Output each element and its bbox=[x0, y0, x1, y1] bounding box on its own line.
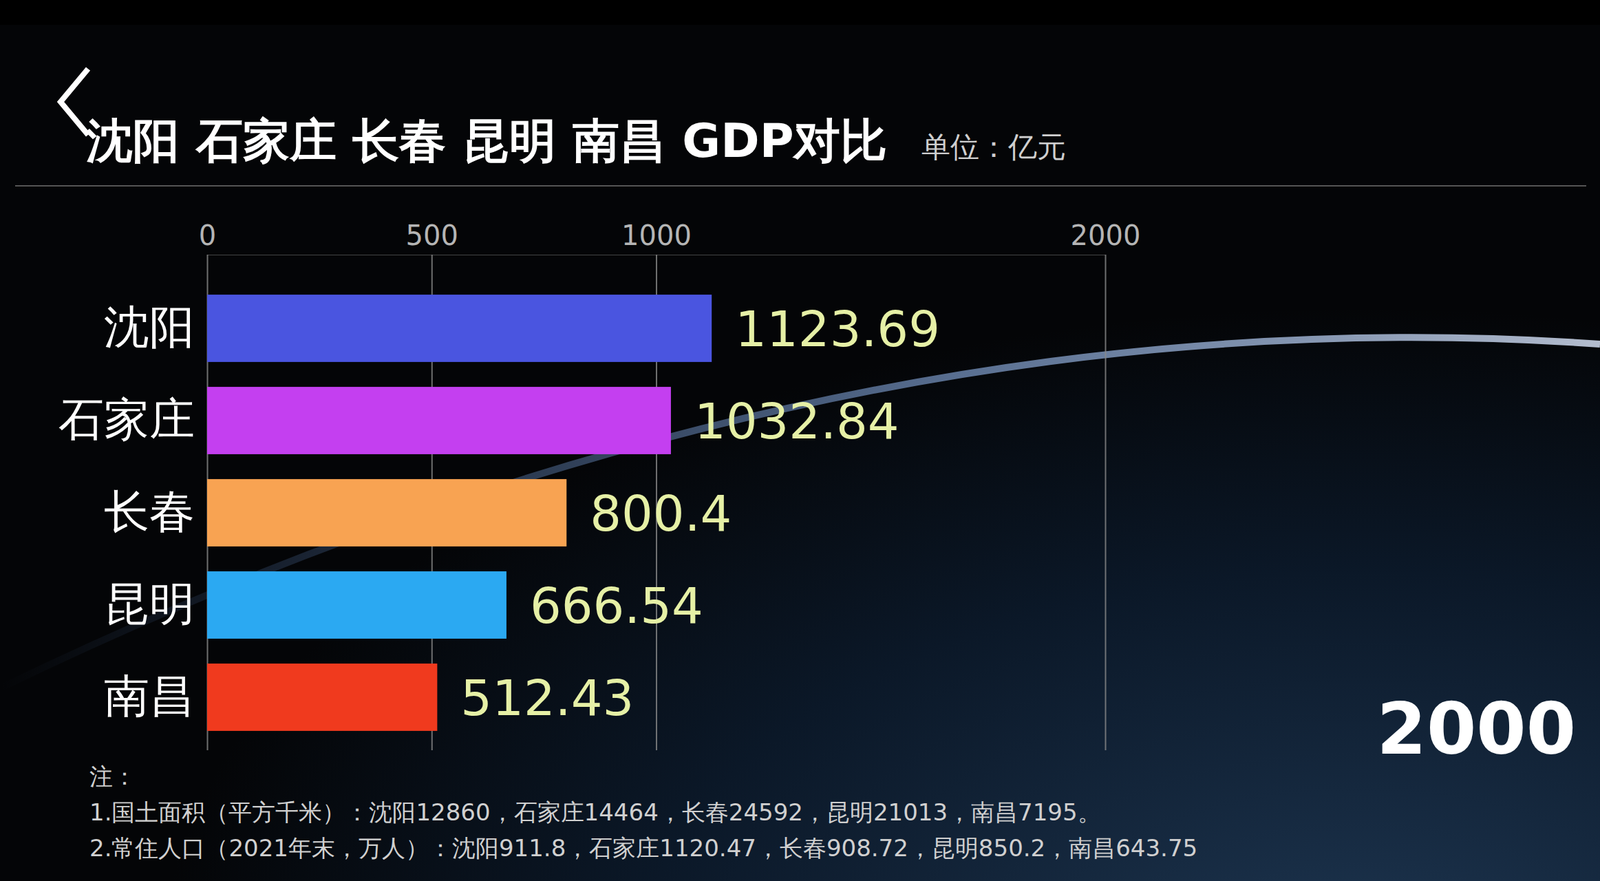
background bbox=[0, 0, 1600, 881]
title: 沈阳 石家庄 长春 昆明 南昌 GDP对比 bbox=[85, 113, 888, 168]
category-label: 石家庄 bbox=[58, 392, 195, 446]
tick-label: 500 bbox=[406, 219, 459, 252]
y-axis: 沈阳石家庄长春昆明南昌 bbox=[58, 300, 195, 723]
tick: 昆明 bbox=[103, 577, 195, 631]
data-label: 512.43 bbox=[460, 668, 634, 727]
category-label: 长春 bbox=[103, 485, 195, 539]
title-rule bbox=[15, 185, 1587, 187]
data-labels: 1123.69 1032.84 800.4 666.54 512.43 bbox=[460, 300, 941, 727]
year-label: 2000 bbox=[1377, 686, 1576, 771]
tick: 长春 bbox=[103, 485, 195, 539]
top-bar bbox=[0, 0, 1600, 25]
bar bbox=[207, 386, 671, 455]
x-axis: 0 500 1000 2000 bbox=[198, 219, 1141, 751]
horizon-glow bbox=[0, 337, 1600, 689]
tick: 石家庄 bbox=[58, 392, 195, 446]
category-label: 南昌 bbox=[103, 669, 195, 723]
chart: 沈阳 石家庄 长春 昆明 南昌 GDP对比单位：亿元 0 500 1000 2000 沈阳… bbox=[0, 0, 1600, 881]
category-label: 沈阳 bbox=[103, 300, 195, 354]
data-label: 1032.84 bbox=[694, 392, 900, 451]
tick: 南昌 bbox=[103, 669, 195, 723]
tick: 2000 bbox=[1070, 219, 1141, 751]
data-label: 800.4 bbox=[589, 484, 732, 543]
data-label: 666.54 bbox=[529, 576, 704, 635]
unit-label: 单位：亿元 bbox=[921, 130, 1066, 164]
bar bbox=[207, 294, 712, 362]
note: 2.常住人口（2021年末，万人）：沈阳911.8，石家庄1120.47，长春9… bbox=[89, 834, 1198, 862]
back-button[interactable] bbox=[60, 68, 89, 135]
bar bbox=[207, 478, 567, 547]
data-label: 1123.69 bbox=[734, 300, 941, 358]
bar bbox=[207, 663, 437, 731]
bar bbox=[207, 571, 507, 639]
tick-label: 2000 bbox=[1070, 219, 1141, 252]
tick-label: 1000 bbox=[621, 219, 692, 252]
note: 注： bbox=[89, 762, 137, 791]
tick: 沈阳 bbox=[103, 300, 195, 354]
notes: 注： 1.国土面积（平方千米）：沈阳12860，石家庄14464，长春24592，… bbox=[89, 762, 1198, 862]
grid-line bbox=[1105, 254, 1107, 751]
note: 1.国土面积（平方千米）：沈阳12860，石家庄14464，长春24592，昆明… bbox=[89, 798, 1102, 826]
category-label: 昆明 bbox=[103, 577, 195, 631]
tick-label: 0 bbox=[198, 219, 217, 252]
